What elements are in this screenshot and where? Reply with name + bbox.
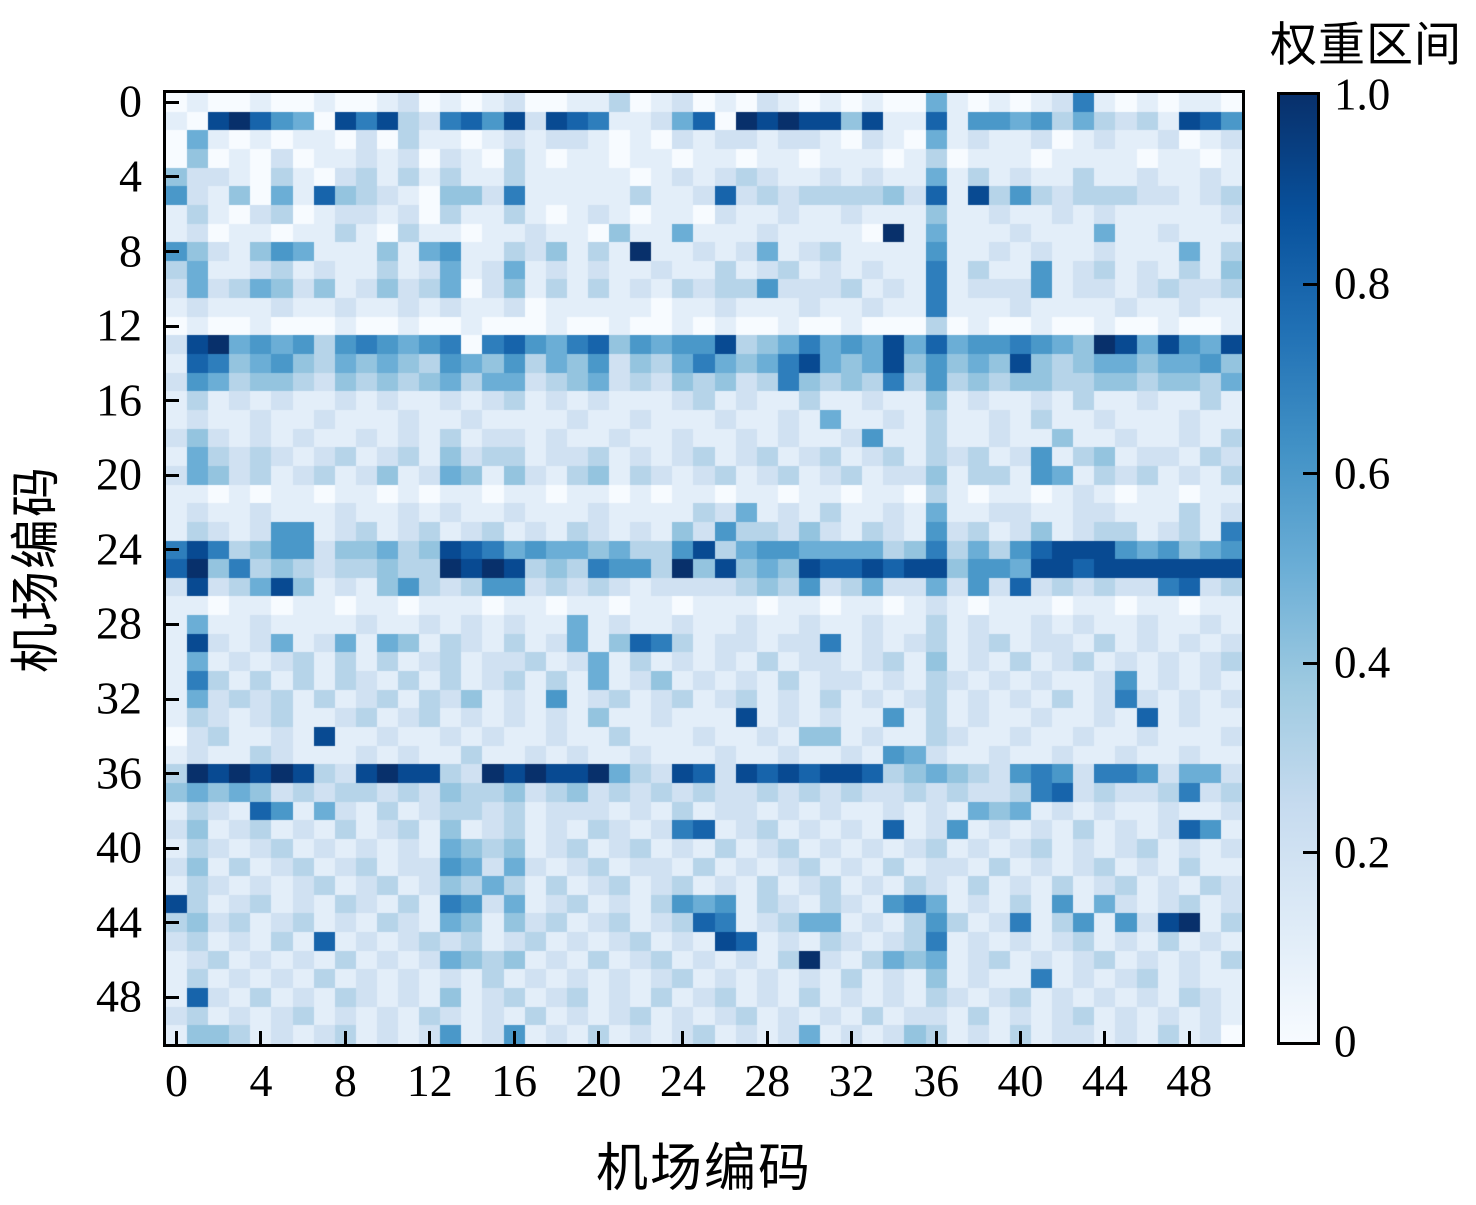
x-axis-title: 机场编码	[595, 1141, 812, 1198]
colorbar-tick-label: 0.6	[1334, 448, 1391, 499]
colorbar-tick-label: 0.4	[1334, 637, 1391, 688]
x-axis-tick	[1187, 1031, 1191, 1044]
x-axis-tick-label: 32	[828, 1055, 875, 1106]
x-axis-tick-label: 12	[406, 1055, 453, 1106]
colorbar-tick	[1303, 282, 1317, 286]
x-axis-tick-label: 40	[997, 1055, 1044, 1106]
colorbar	[1277, 92, 1320, 1045]
y-axis-tick	[166, 772, 179, 776]
y-axis-tick	[166, 473, 179, 477]
x-axis-tick	[765, 1031, 769, 1044]
y-axis-tick	[166, 921, 179, 925]
colorbar-tick-label: 0	[1334, 1016, 1357, 1067]
x-axis-tick-label: 48	[1166, 1055, 1213, 1106]
x-axis-tick-label: 20	[575, 1055, 622, 1106]
y-axis-tick-label: 32	[96, 672, 142, 724]
y-axis-tick	[166, 250, 179, 253]
y-axis-tick-label: 16	[96, 374, 142, 426]
colorbar-tick-label: 1.0	[1334, 69, 1391, 120]
y-axis-tick	[166, 622, 179, 626]
y-axis-tick-label: 20	[96, 448, 142, 500]
y-axis-tick-label: 0	[119, 76, 142, 128]
x-axis-tick-label: 44	[1081, 1055, 1128, 1106]
x-axis-tick-label: 28	[744, 1055, 791, 1106]
plot-area	[163, 90, 1245, 1047]
y-axis-tick-label: 40	[96, 821, 142, 873]
y-axis-tick	[166, 100, 179, 104]
x-axis-tick	[175, 1031, 179, 1044]
x-axis-tick	[259, 1031, 263, 1044]
colorbar-title: 权重区间	[1270, 20, 1462, 72]
x-axis-tick	[1103, 1031, 1107, 1044]
y-axis-tick-label: 8	[119, 225, 142, 277]
y-axis-tick-label: 44	[96, 896, 142, 948]
y-axis-tick-label: 12	[96, 299, 142, 351]
y-axis-tick	[166, 846, 179, 850]
y-axis-tick	[166, 995, 179, 999]
x-axis-tick-label: 0	[165, 1055, 189, 1106]
x-axis-tick	[681, 1031, 685, 1044]
colorbar-tick	[1303, 661, 1317, 665]
y-axis-tick-label: 48	[96, 971, 142, 1023]
y-axis-tick	[166, 324, 179, 328]
y-axis-tick-label: 24	[96, 523, 142, 575]
x-axis-tick	[1018, 1031, 1022, 1044]
y-axis-tick-label: 4	[119, 150, 142, 202]
colorbar-tick-label: 0.8	[1334, 258, 1391, 309]
x-axis-tick	[597, 1031, 600, 1044]
x-axis-tick-label: 4	[249, 1055, 273, 1106]
y-axis-tick	[166, 399, 179, 403]
colorbar-gradient	[1280, 95, 1317, 1042]
x-axis-tick	[934, 1031, 938, 1044]
x-axis-tick	[512, 1031, 516, 1044]
x-axis-tick-label: 16	[491, 1055, 538, 1106]
x-axis-tick-label: 8	[333, 1055, 357, 1106]
y-axis-tick	[166, 548, 179, 552]
colorbar-tick	[1303, 851, 1317, 855]
y-axis-tick-label: 28	[96, 598, 142, 650]
y-axis-tick	[166, 175, 179, 179]
x-axis-tick-label: 24	[659, 1055, 706, 1106]
colorbar-tick	[1303, 472, 1317, 476]
heatmap-canvas	[166, 93, 1242, 1044]
x-axis-tick	[343, 1031, 347, 1044]
x-axis-tick-label: 36	[913, 1055, 960, 1106]
y-axis-tick-label: 36	[96, 747, 142, 799]
colorbar-tick-label: 0.2	[1334, 827, 1391, 878]
y-axis-tick	[166, 697, 179, 701]
x-axis-tick	[428, 1031, 432, 1044]
x-axis-tick	[850, 1031, 854, 1044]
